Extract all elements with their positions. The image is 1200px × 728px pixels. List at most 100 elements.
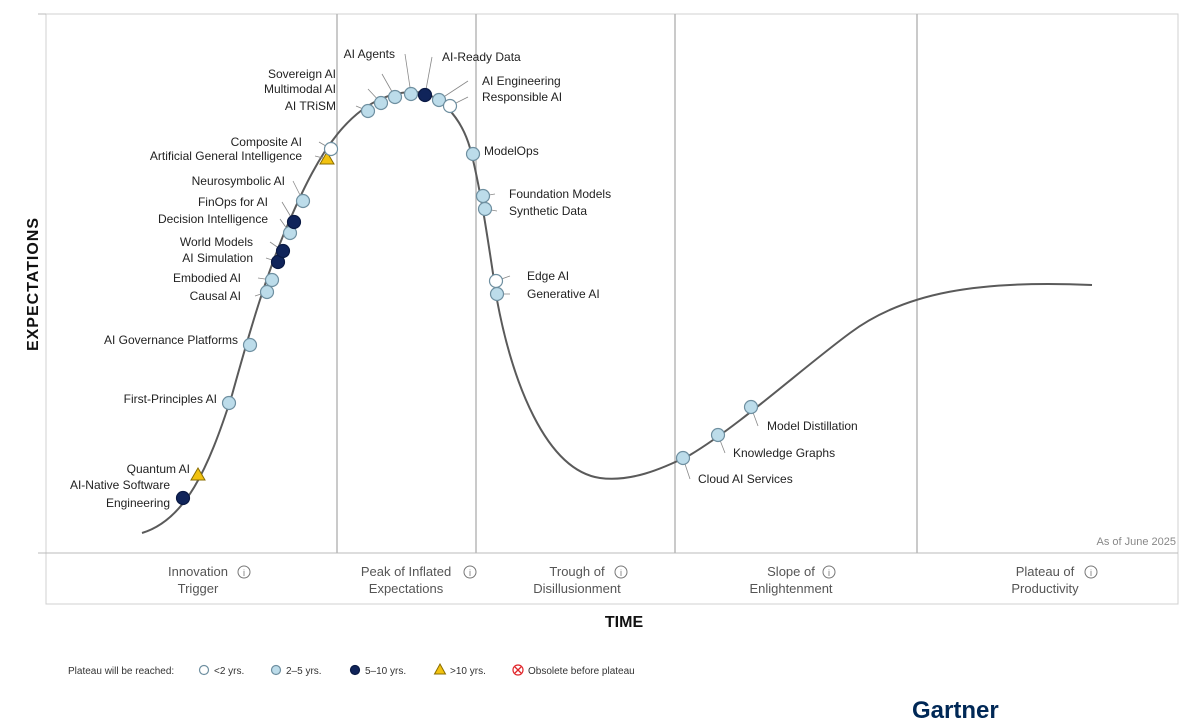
tech-composite-ai[interactable]: Composite AI	[231, 135, 339, 157]
marker-model-distillation	[743, 399, 759, 415]
tech-label: Causal AI	[190, 289, 241, 303]
legend-label: Obsolete before plateau	[528, 666, 635, 677]
marker-cloud-ai-services	[675, 450, 691, 466]
phase-plateau-of-productivity: Plateau of Productivity i	[1011, 564, 1098, 596]
plot-frame	[45, 13, 1179, 605]
phase-labels: Innovation Trigger i Peak of Inflated Ex…	[168, 564, 1098, 596]
legend-item-10-yrs: >10 yrs.	[433, 662, 486, 677]
legend-marker	[349, 664, 361, 676]
tech-embodied-ai[interactable]: Embodied AI	[173, 271, 280, 288]
info-icon[interactable]: i	[822, 565, 836, 579]
tech-sovereign-ai[interactable]: Sovereign AI	[268, 67, 403, 105]
legend-label: 5–10 yrs.	[365, 666, 406, 677]
tech-label: Sovereign AI	[268, 67, 336, 81]
y-axis-label: EXPECTATIONS	[25, 217, 42, 351]
marker-foundation-models	[475, 188, 491, 204]
marker-synthetic-data	[477, 201, 493, 217]
legend-item-5-10-yrs: 5–10 yrs.	[349, 664, 406, 677]
tech-causal-ai[interactable]: Causal AI	[190, 284, 275, 304]
marker-ai-agents	[403, 86, 419, 102]
tech-multimodal-ai[interactable]: Multimodal AI	[264, 82, 389, 111]
tech-label: AI TRiSM	[285, 99, 336, 113]
svg-text:i: i	[828, 568, 830, 578]
tech-edge-ai[interactable]: Edge AI	[488, 269, 570, 289]
tech-finops-for-ai[interactable]: FinOps for AI	[198, 195, 302, 230]
tech-label: Knowledge Graphs	[733, 446, 835, 460]
phase-slope-of-enlightenment: Slope of Enlightenment i	[749, 564, 836, 596]
marker-finops-for-ai	[286, 214, 302, 230]
tech-responsible-ai[interactable]: Responsible AI	[442, 90, 563, 114]
marker-sovereign-ai	[387, 89, 403, 105]
tech-modelops[interactable]: ModelOps	[465, 144, 539, 162]
phase-label-line2: Trigger	[178, 581, 219, 596]
tech-cloud-ai-services[interactable]: Cloud AI Services	[675, 450, 793, 487]
tech-model-distillation[interactable]: Model Distillation	[743, 399, 858, 434]
info-icon[interactable]: i	[1084, 565, 1098, 579]
marker-multimodal-ai	[373, 95, 389, 111]
tech-label: AI Agents	[344, 47, 395, 61]
marker-composite-ai	[323, 141, 339, 157]
tech-ai-agents[interactable]: AI Agents	[344, 47, 419, 102]
phase-trough-of-disillusionment: Trough of Disillusionment i	[533, 564, 628, 596]
tech-world-models[interactable]: World Models	[180, 235, 291, 259]
svg-text:i: i	[469, 568, 471, 578]
phase-innovation-trigger: Innovation Trigger i	[168, 564, 251, 596]
tech-label: Artificial General Intelligence	[150, 149, 302, 163]
tech-neurosymbolic-ai[interactable]: Neurosymbolic AI	[192, 174, 311, 209]
tech-foundation-models[interactable]: Foundation Models	[475, 187, 612, 204]
marker-embodied-ai	[264, 272, 280, 288]
svg-text:i: i	[1090, 568, 1092, 578]
tech-ai-engineering[interactable]: AI Engineering	[431, 74, 561, 108]
marker-world-models	[275, 243, 291, 259]
tech-ai-governance-platforms[interactable]: AI Governance Platforms	[104, 333, 258, 353]
legend-marker	[198, 664, 210, 676]
tech-artificial-general-intelligence[interactable]: Artificial General Intelligence	[150, 149, 335, 165]
legend-title: Plateau will be reached:	[68, 666, 174, 677]
legend-item-2-yrs: <2 yrs.	[198, 664, 244, 677]
tech-synthetic-data[interactable]: Synthetic Data	[477, 201, 588, 219]
marker-ai-engineering	[431, 92, 447, 108]
info-icon[interactable]: i	[237, 565, 251, 579]
info-icon[interactable]: i	[614, 565, 628, 579]
tech-label: World Models	[180, 235, 253, 249]
legend-item-obsolete-before-plateau: Obsolete before plateau	[512, 664, 635, 677]
tech-ai-ready-data[interactable]: AI-Ready Data	[417, 50, 522, 103]
svg-text:i: i	[243, 568, 245, 578]
info-icon[interactable]: i	[463, 565, 477, 579]
gartner-logo: Gartner	[912, 697, 999, 724]
tech-label: Engineering	[106, 496, 170, 510]
phase-label-line1: Innovation	[168, 564, 228, 579]
hype-curve	[141, 90, 1093, 534]
tech-ai-trism[interactable]: AI TRiSM	[285, 99, 376, 119]
tech-label: AI-Ready Data	[442, 50, 521, 64]
legend-item-2-5-yrs: 2–5 yrs.	[270, 664, 322, 677]
svg-text:i: i	[620, 568, 622, 578]
tech-ai-simulation[interactable]: AI Simulation	[182, 251, 286, 270]
phase-label-line1: Trough of	[549, 564, 605, 579]
phase-label-line1: Slope of	[767, 564, 815, 579]
tech-ai-native-software-engineering[interactable]: AI-Native Software Engineering	[70, 478, 191, 510]
phase-peak-of-inflated-expectations: Peak of Inflated Expectations i	[361, 564, 477, 596]
tech-label: AI Engineering	[482, 74, 561, 88]
tech-label: ModelOps	[484, 144, 539, 158]
marker-neurosymbolic-ai	[295, 193, 311, 209]
marker-quantum-ai	[190, 467, 206, 481]
tech-quantum-ai[interactable]: Quantum AI	[127, 462, 206, 481]
tech-label: Quantum AI	[127, 462, 190, 476]
tech-knowledge-graphs[interactable]: Knowledge Graphs	[710, 427, 836, 461]
marker-artificial-general-intelligence	[319, 151, 335, 165]
tech-first-principles-ai[interactable]: First-Principles AI	[124, 392, 237, 411]
legend-marker	[512, 664, 524, 676]
marker-responsible-ai	[442, 98, 458, 114]
technology-markers: AI-Native Software Engineering Quantum AI F…	[70, 47, 858, 510]
tech-label: Synthetic Data	[509, 204, 587, 218]
tech-label: Edge AI	[527, 269, 569, 283]
tech-label: Cloud AI Services	[698, 472, 793, 486]
tech-generative-ai[interactable]: Generative AI	[489, 286, 600, 302]
as-of-note: As of June 2025	[1096, 536, 1176, 548]
tech-label: AI Governance Platforms	[104, 333, 238, 347]
phase-label-line2: Disillusionment	[533, 581, 621, 596]
marker-ai-native-software-engineering	[175, 490, 191, 506]
tech-label: Decision Intelligence	[158, 212, 268, 226]
